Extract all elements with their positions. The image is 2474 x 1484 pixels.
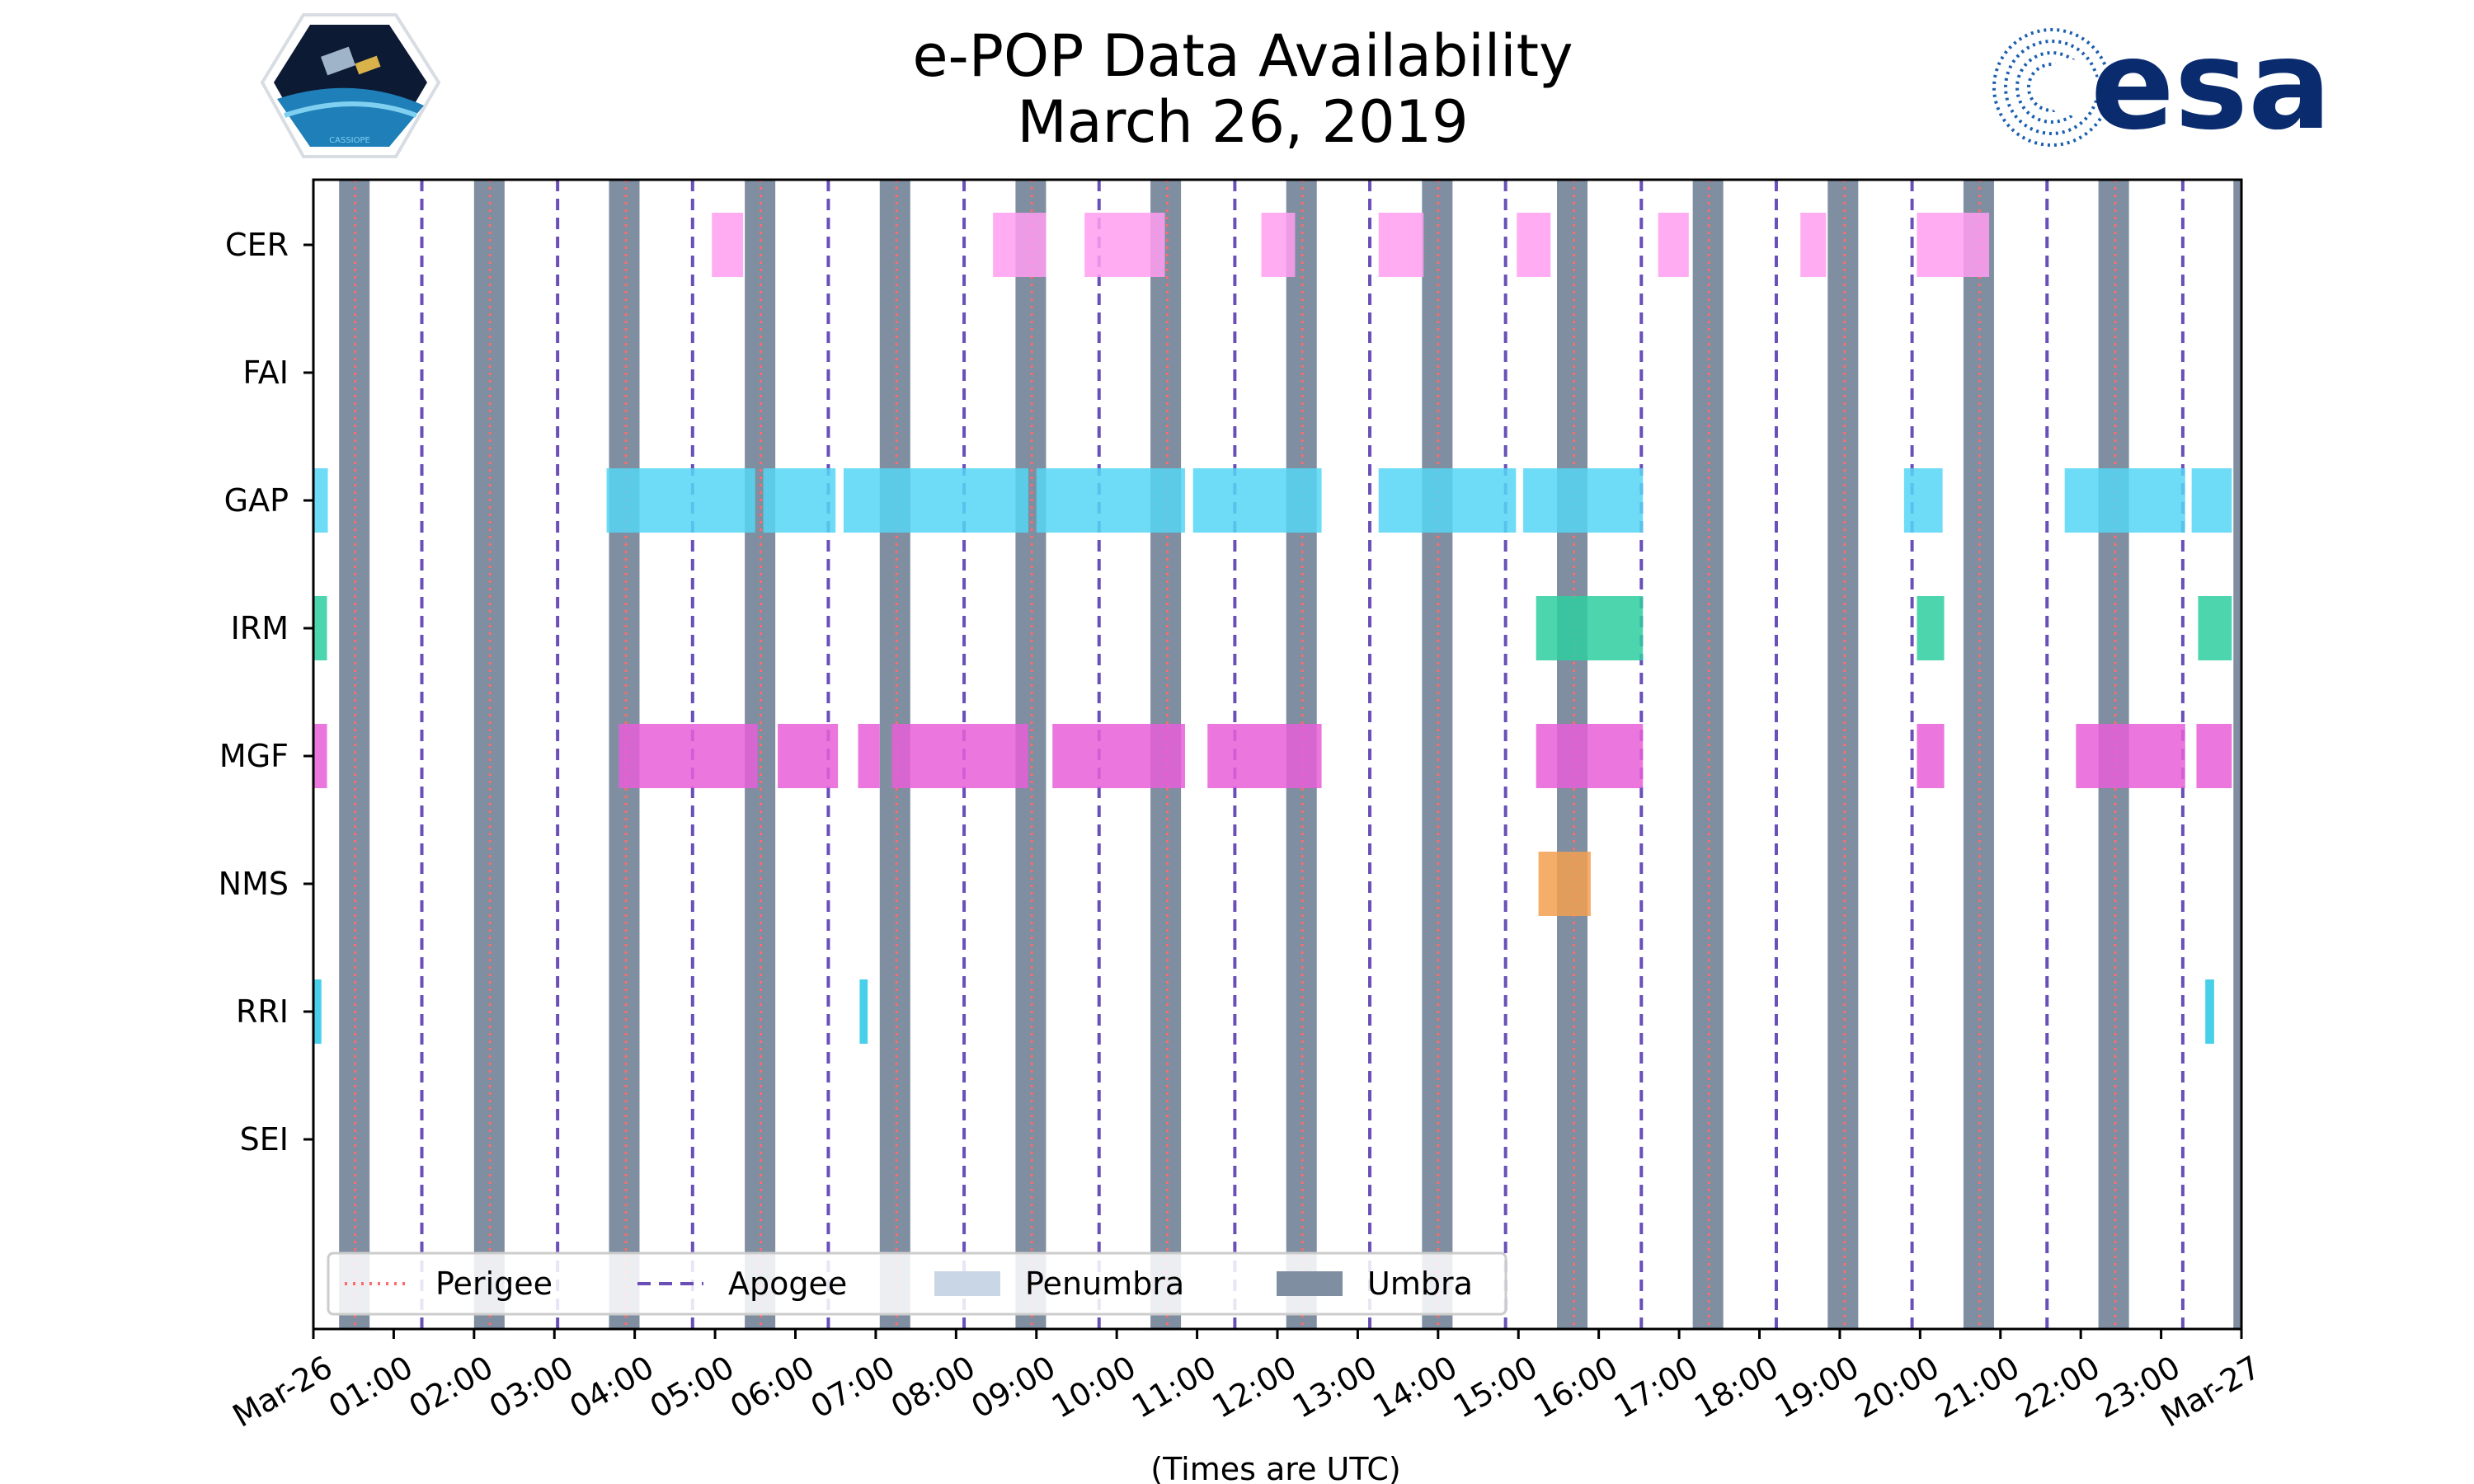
data-bar-gap [1378, 468, 1517, 533]
data-bar-rri [2205, 979, 2214, 1044]
x-tick-label: 16:00 [1527, 1349, 1624, 1425]
chart-title-line-1: e-POP Data Availability [912, 22, 1573, 90]
y-tick-label-cer: CER [225, 227, 289, 263]
data-bar-gap [606, 468, 755, 533]
data-bar-gap [1036, 468, 1185, 533]
data-bar-gap [1192, 468, 1322, 533]
cassiope-logo: CASSIOPE [260, 13, 441, 158]
data-bar-mgf [1052, 724, 1185, 788]
x-tick-label: 20:00 [1849, 1349, 1945, 1425]
data-bar-irm [313, 596, 327, 660]
esa-logo: esa [1992, 14, 2331, 157]
data-bar-gap [763, 468, 836, 533]
data-bar-irm [2198, 596, 2232, 660]
x-tick-label: 12:00 [1206, 1349, 1303, 1425]
y-tick-label-gap: GAP [224, 482, 289, 519]
x-tick-label: 10:00 [1046, 1349, 1142, 1425]
data-bar-mgf [778, 724, 839, 788]
legend-label-perigee: Perigee [435, 1266, 553, 1302]
data-bar-gap [313, 468, 328, 533]
data-bar-mgf [891, 724, 1029, 788]
y-tick-label-rri: RRI [236, 993, 289, 1030]
legend: Perigee Apogee Penumbra Umbra [327, 1252, 1507, 1316]
data-bar-mgf [1536, 724, 1644, 788]
x-tick-label: 03:00 [483, 1349, 580, 1425]
x-tick-label: 15:00 [1447, 1349, 1544, 1425]
data-bar-cer [1084, 213, 1165, 277]
data-bar-rri [859, 979, 868, 1044]
data-bar-cer [1261, 213, 1296, 277]
y-tick-label-fai: FAI [242, 355, 289, 391]
data-bar-mgf [2196, 724, 2232, 788]
data-bar-cer [1800, 213, 1827, 277]
x-tick-label: 09:00 [965, 1349, 1061, 1425]
x-tick-label: 05:00 [644, 1349, 741, 1425]
legend-label-umbra: Umbra [1367, 1266, 1473, 1302]
data-bar-mgf [2076, 724, 2185, 788]
data-bar-gap [2064, 468, 2185, 533]
x-tick-label: 19:00 [1769, 1349, 1865, 1425]
data-bar-irm [1536, 596, 1644, 660]
x-tick-label: 13:00 [1286, 1349, 1383, 1425]
x-tick-label: 08:00 [885, 1349, 981, 1425]
data-bar-cer [1378, 213, 1424, 277]
umbra-band [1827, 180, 1859, 1329]
data-bar-gap [843, 468, 1029, 533]
data-bar-cer [1658, 213, 1689, 277]
data-bar-gap [1903, 468, 1943, 533]
legend-box [327, 1252, 1507, 1316]
data-bar-mgf [313, 724, 327, 788]
x-tick-label: 14:00 [1366, 1349, 1463, 1425]
x-tick-label: 21:00 [1929, 1349, 2025, 1425]
x-tick-label: 11:00 [1126, 1349, 1222, 1425]
x-tick-label: 17:00 [1608, 1349, 1705, 1425]
legend-label-apogee: Apogee [728, 1266, 847, 1302]
y-tick-label-sei: SEI [240, 1121, 289, 1158]
data-bar-cer [1517, 213, 1551, 277]
y-tick-label-irm: IRM [231, 610, 289, 646]
data-bar-rri [313, 979, 322, 1044]
x-tick-label: 18:00 [1688, 1349, 1785, 1425]
data-bar-cer [993, 213, 1047, 277]
x-tick-label: 22:00 [2010, 1349, 2106, 1425]
x-tick-label: 07:00 [805, 1349, 901, 1425]
instrument-data-layer [313, 213, 2232, 1044]
legend-swatch-umbra [1277, 1271, 1343, 1296]
x-tick-label: 04:00 [563, 1349, 660, 1425]
svg-text:esa: esa [2091, 14, 2331, 157]
x-tick-label: 06:00 [724, 1349, 821, 1425]
umbra-band [2233, 180, 2241, 1329]
legend-label-penumbra: Penumbra [1025, 1266, 1184, 1302]
data-bar-gap [1523, 468, 1644, 533]
data-bar-mgf [858, 724, 880, 788]
data-bar-cer [712, 213, 744, 277]
data-bar-mgf [618, 724, 758, 788]
x-tick-label: Mar-26 [227, 1349, 339, 1435]
data-bar-irm [1917, 596, 1945, 660]
x-tick-label: 02:00 [402, 1349, 499, 1425]
legend-swatch-penumbra [934, 1271, 1000, 1296]
data-bar-mgf [1207, 724, 1322, 788]
x-axis-label: (Times are UTC) [1150, 1451, 1400, 1484]
data-bar-cer [1917, 213, 1990, 277]
y-tick-label-nms: NMS [219, 866, 289, 902]
axes-layer: CER FAI GAP IRM MGF NMS RRI SEI Mar-2601:0002:00… [219, 178, 2267, 1435]
y-tick-label-mgf: MGF [219, 738, 289, 774]
chart-title-line-2: March 26, 2019 [1017, 88, 1468, 156]
perigee-layer [354, 180, 2117, 1329]
data-bar-mgf [1917, 724, 1945, 788]
svg-text:CASSIOPE: CASSIOPE [329, 136, 370, 145]
data-bar-gap [2191, 468, 2232, 533]
x-tick-label: 01:00 [322, 1349, 419, 1425]
data-bar-nms [1538, 852, 1591, 916]
